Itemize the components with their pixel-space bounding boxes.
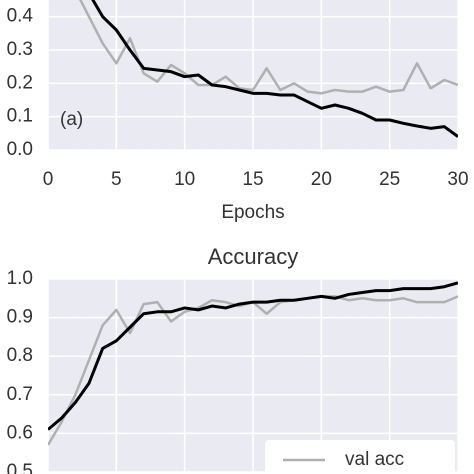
x-tick-label: 0 (43, 169, 54, 190)
legend-label: val acc (345, 449, 404, 470)
y-tick-label: 1.0 (7, 268, 33, 289)
chart-title: Accuracy (208, 244, 298, 269)
y-tick-label: 0.5 (7, 461, 33, 474)
x-axis-label: Epochs (221, 202, 284, 223)
series-line (91, 0, 458, 138)
y-tick-label: 0.3 (7, 39, 33, 60)
x-tick-label: 10 (174, 169, 195, 190)
y-tick-label: 0.2 (7, 72, 33, 93)
y-tick-label: 0.6 (7, 422, 33, 443)
y-tick-label: 0.8 (7, 345, 33, 366)
y-tick-label: 0.1 (7, 106, 33, 127)
y-tick-label: 0.0 (7, 139, 33, 160)
series-line (48, 281, 458, 431)
x-tick-label: 5 (111, 169, 122, 190)
legend-box (265, 440, 455, 474)
y-tick-label: 0.9 (7, 307, 33, 328)
x-tick-label: 25 (379, 169, 400, 190)
x-tick-label: 20 (311, 169, 332, 190)
y-tick-label: 0.7 (7, 384, 33, 405)
y-tick-label: 0.4 (7, 6, 34, 27)
x-tick-label: 30 (447, 169, 468, 190)
annotation: (a) (60, 109, 83, 130)
x-tick-label: 15 (242, 169, 263, 190)
